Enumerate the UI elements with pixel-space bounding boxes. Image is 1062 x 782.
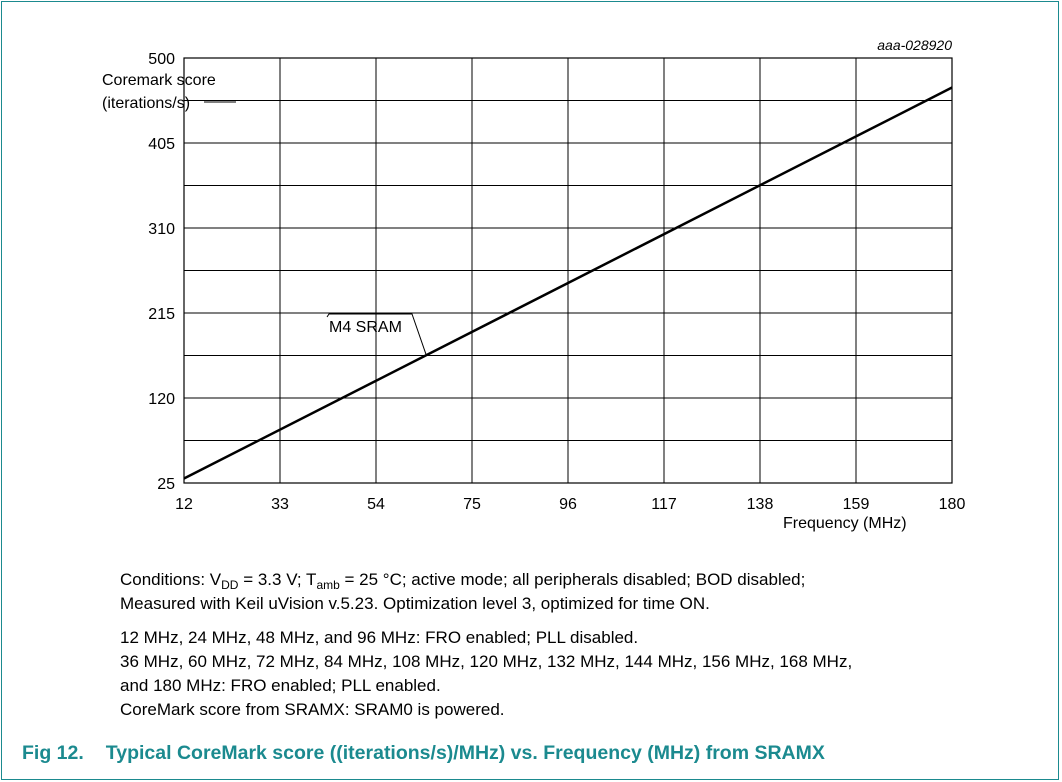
x-tick-label: 117 <box>651 496 677 513</box>
y-axis-label-line1: Coremark score <box>102 72 216 89</box>
x-tick-label: 180 <box>939 496 966 513</box>
series-layer <box>183 86 953 480</box>
y-tick-label: 405 <box>148 136 175 153</box>
figure-caption-text: Typical CoreMark score ((iterations/s)/M… <box>105 742 825 764</box>
conditions-mid1: = 3.3 V; T <box>238 570 317 589</box>
tamb-subscript: amb <box>316 578 340 592</box>
x-tick-label: 138 <box>747 496 774 513</box>
x-tick-label: 12 <box>175 496 193 513</box>
conditions-text: Conditions: VDD = 3.3 V; Tamb = 25 °C; a… <box>120 568 1040 616</box>
y-tick-label: 215 <box>148 306 175 323</box>
conditions-prefix: Conditions: V <box>120 570 222 589</box>
clock-notes: 12 MHz, 24 MHz, 48 MHz, and 96 MHz: FRO … <box>120 626 1040 722</box>
y-tick-label: 120 <box>148 391 175 408</box>
figure-number: Fig 12. <box>22 742 84 764</box>
y-tick-label: 25 <box>157 476 175 493</box>
x-tick-label: 33 <box>271 496 289 513</box>
note-line: CoreMark score from SRAMX: SRAM0 is powe… <box>120 700 505 719</box>
x-axis-label: Frequency (MHz) <box>783 515 907 532</box>
plot-frame <box>183 57 953 484</box>
series-line-m4-sram <box>183 86 953 480</box>
y-tick-label: 310 <box>148 221 175 238</box>
note-line: and 180 MHz: FRO enabled; PLL enabled. <box>120 676 441 695</box>
x-tick-label: 54 <box>367 496 385 513</box>
conditions-mid2: = 25 °C; active mode; all peripherals di… <box>339 570 806 589</box>
coremark-chart: 12 33 54 75 96 117 138 159 18025120215310405500 … <box>102 37 965 532</box>
conditions-line2: Measured with Keil uVision v.5.23. Optim… <box>120 594 710 613</box>
x-tick-label: 159 <box>843 496 870 513</box>
series-label-m4-sram: M4 SRAM <box>329 319 402 336</box>
annotation-leader <box>326 313 427 356</box>
vdd-subscript: DD <box>221 578 239 592</box>
axis-layer: 12 33 54 75 96 117 138 159 180 25 120 215 310 405 500 <box>148 51 965 513</box>
note-line: 36 MHz, 60 MHz, 72 MHz, 84 MHz, 108 MHz,… <box>120 652 853 671</box>
note-line: 12 MHz, 24 MHz, 48 MHz, and 96 MHz: FRO … <box>120 628 639 647</box>
figure-caption: Fig 12. Typical CoreMark score ((iteratio… <box>22 742 825 765</box>
x-tick-label: 75 <box>463 496 481 513</box>
y-tick-label: 500 <box>148 51 175 68</box>
y-axis-label-line2: (iterations/s) <box>102 95 190 112</box>
figure-id-label: aaa-028920 <box>877 37 952 53</box>
x-tick-label: 96 <box>559 496 577 513</box>
